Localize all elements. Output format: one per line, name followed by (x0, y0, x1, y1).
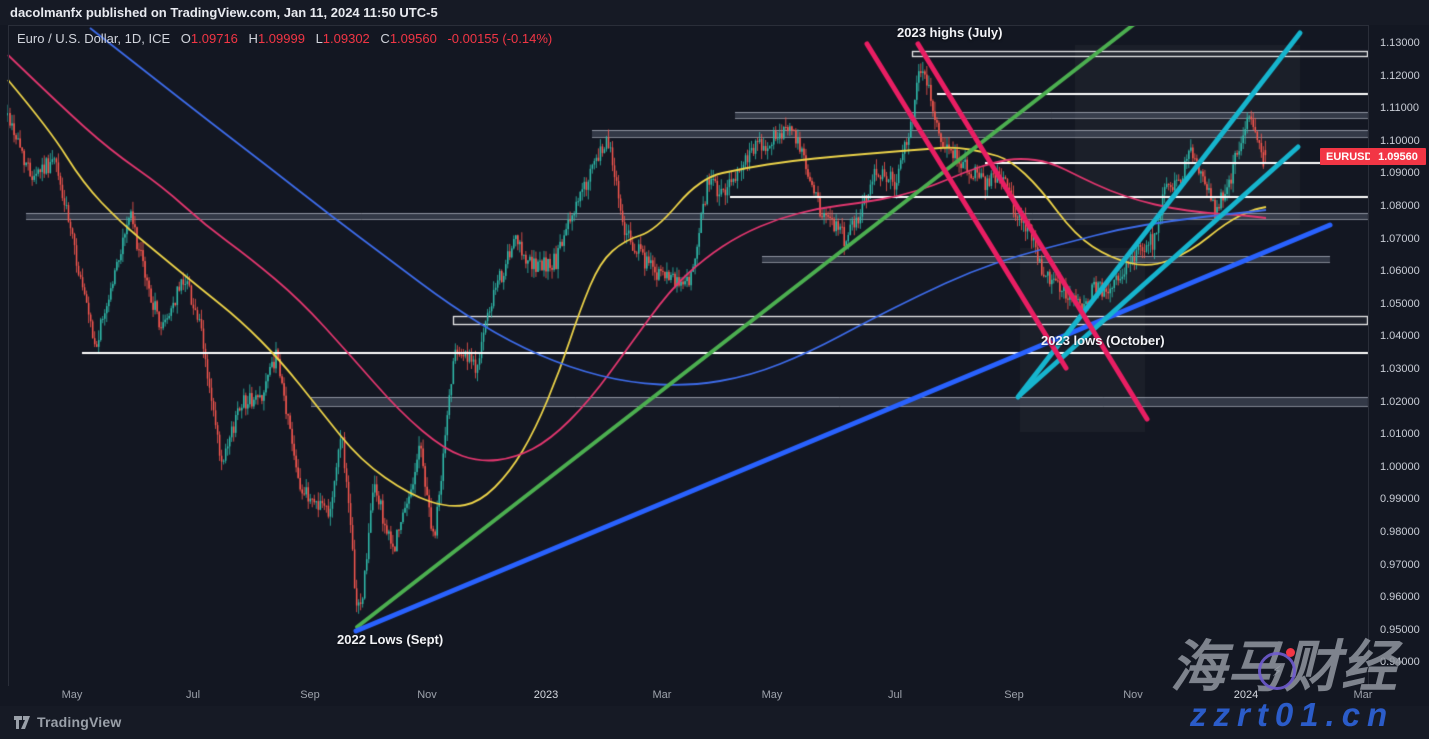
time-tick: Mar (652, 689, 672, 701)
low-label: L (315, 31, 323, 46)
price-tick: 1.07000 (1380, 232, 1420, 245)
price-tick: 1.08000 (1380, 200, 1420, 212)
time-tick: Sep (300, 689, 320, 701)
annotation-2023-lows: 2023 lows (October) (1041, 333, 1165, 348)
time-axis[interactable]: May Jul Sep Nov 2023 Mar May Jul Sep Nov 2024 Mar (0, 686, 1429, 706)
price-tick: 1.01000 (1380, 428, 1420, 441)
open-label: O (180, 31, 191, 46)
price-tick: 1.05000 (1380, 297, 1420, 310)
publish-line: dacolmanfx published on TradingView.com,… (10, 5, 438, 20)
time-tick: Jul (887, 689, 903, 701)
time-tick: May (761, 689, 783, 701)
close-label: C (380, 31, 390, 46)
price-tick: 1.02000 (1380, 395, 1420, 408)
price-tick: 1.11000 (1380, 102, 1419, 115)
price-tick: 1.10000 (1380, 134, 1420, 147)
tradingview-footer[interactable]: TradingView (14, 714, 121, 730)
price-tick: 0.99000 (1380, 493, 1420, 506)
time-tick: Sep (1004, 689, 1024, 701)
price-tick: 1.06000 (1380, 265, 1420, 278)
high-label: H (248, 31, 258, 46)
price-tick: 0.98000 (1380, 526, 1420, 538)
time-tick: Mar (1353, 689, 1373, 701)
symbol-legend[interactable]: Euro / U.S. Dollar, 1D, ICE O1.09716 H1.… (17, 31, 559, 46)
price-tick: 0.96000 (1380, 591, 1420, 604)
time-tick: Nov (417, 689, 437, 701)
high-value: 1.09999 (257, 31, 305, 46)
widget-top-border (8, 25, 1429, 26)
annotation-2022-lows: 2022 Lows (Sept) (337, 632, 444, 647)
widget-left-border (8, 25, 9, 686)
price-axis[interactable]: 1.13000 1.12000 1.11000 1.10000 1.09000 1.080… (1369, 25, 1429, 686)
price-tick: 0.97000 (1380, 558, 1420, 571)
price-axis-border (1368, 25, 1369, 686)
price-tick: 1.04000 (1380, 330, 1420, 343)
footer-strip (0, 706, 1429, 739)
close-value: 1.09560 (389, 31, 437, 46)
symbol-price-flag: EURUSD (1320, 148, 1379, 165)
time-tick: 2024 (1233, 689, 1259, 701)
time-tick: May (61, 689, 83, 701)
annotation-2023-highs: 2023 highs (July) (897, 25, 1003, 40)
price-tick: 1.03000 (1380, 363, 1420, 375)
price-tick: 1.00000 (1380, 460, 1420, 473)
change-value: -0.00155 (-0.14%) (447, 31, 553, 46)
last-price-label: 1.09560 (1370, 148, 1426, 165)
low-value: 1.09302 (322, 31, 370, 46)
price-tick: 0.95000 (1380, 623, 1420, 636)
tradingview-logo-icon (14, 715, 30, 729)
price-tick: 1.13000 (1380, 37, 1420, 49)
symbol-title[interactable]: Euro / U.S. Dollar, 1D, ICE (17, 31, 171, 46)
time-tick: Jul (185, 689, 201, 701)
price-tick: 0.94000 (1380, 656, 1420, 669)
open-value: 1.09716 (190, 31, 238, 46)
time-tick: 2023 (533, 689, 559, 701)
publish-header: dacolmanfx published on TradingView.com,… (0, 0, 1429, 25)
price-tick: 1.09000 (1380, 167, 1420, 180)
price-tick: 1.12000 (1380, 69, 1420, 82)
tradingview-brand-text: TradingView (37, 714, 122, 730)
time-tick: Nov (1123, 689, 1143, 701)
